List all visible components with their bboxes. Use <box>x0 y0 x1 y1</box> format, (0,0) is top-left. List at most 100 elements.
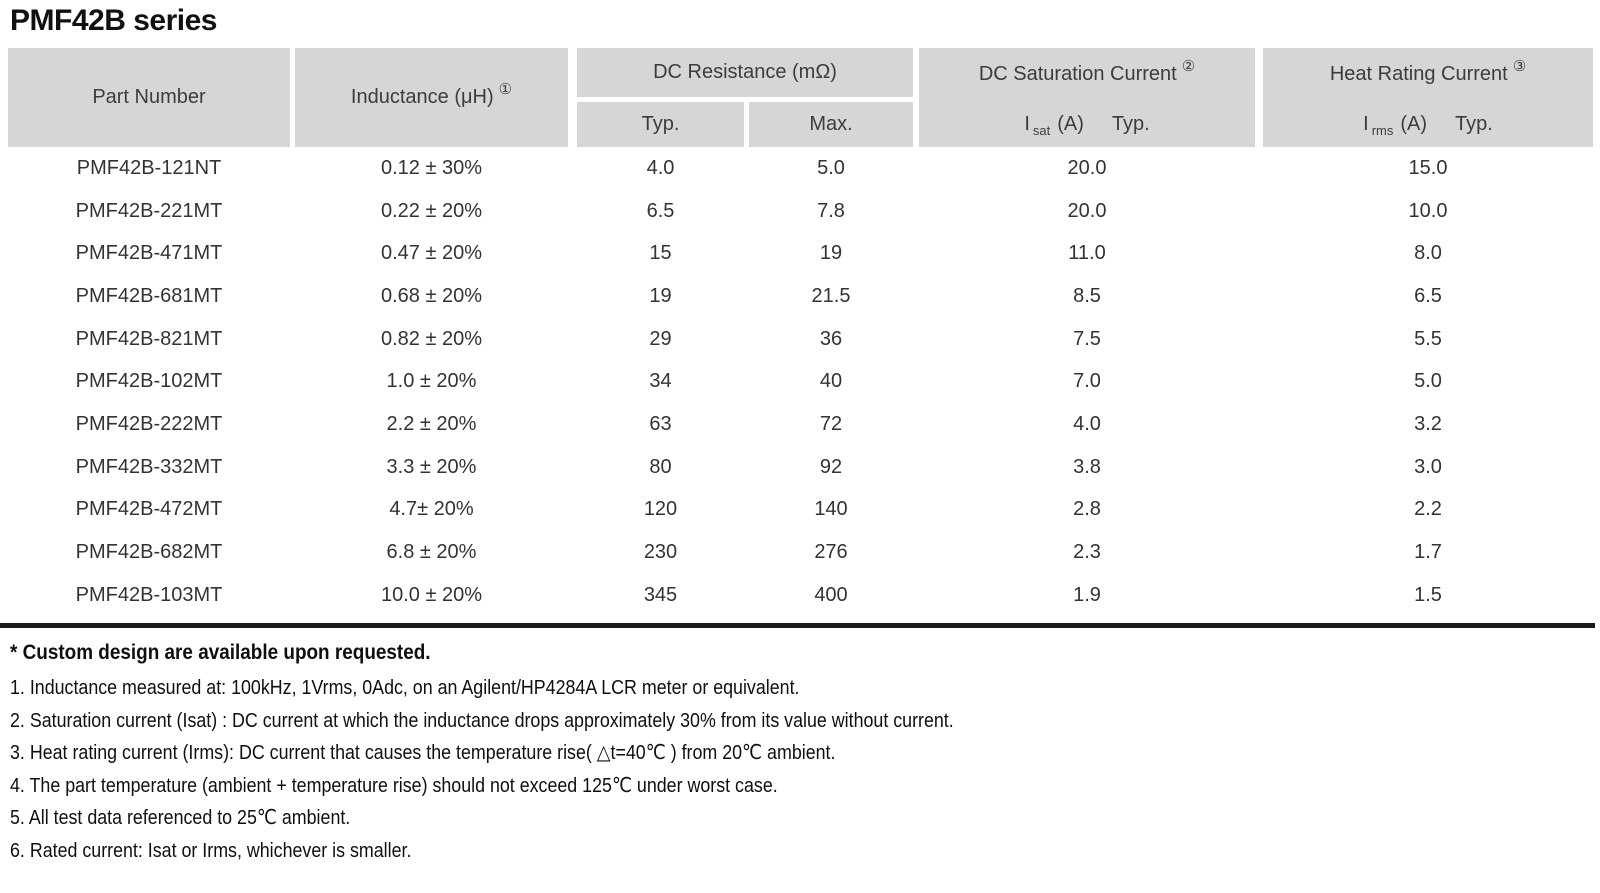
cell-inductance: 0.82 ± 20% <box>380 327 483 350</box>
footnote-ref-2: ② <box>1181 57 1196 75</box>
cell-irms: 15.0 <box>1408 156 1448 179</box>
cell-irms: 3.0 <box>1414 455 1442 478</box>
footnote-line: 1. Inductance measured at: 100kHz, 1Vrms… <box>10 676 800 699</box>
cell-isat: 7.0 <box>1073 370 1101 393</box>
header-heat-rating-label: Heat Rating Current <box>1329 63 1508 85</box>
cell-inductance: 0.68 ± 20% <box>380 284 483 307</box>
irms-qualifier: Typ. <box>1455 112 1493 135</box>
cell-dcr-typ: 29 <box>649 327 672 350</box>
cell-dcr-max: 36 <box>819 327 843 350</box>
footnote-line: 4. The part temperature (ambient + tempe… <box>10 773 778 797</box>
isat-subscript: sat <box>1032 122 1051 138</box>
footnote-line: 6. Rated current: Isat or Irms, whicheve… <box>10 838 412 862</box>
cell-dcr-max: 40 <box>819 370 843 393</box>
header-inductance-label: Inductance (μH) <box>350 86 494 108</box>
cell-isat: 4.0 <box>1073 412 1101 435</box>
irms-unit: (A) <box>1400 112 1428 135</box>
cell-inductance: 0.12 ± 30% <box>380 156 483 179</box>
cell-dcr-typ: 63 <box>649 412 672 435</box>
cell-dcr-typ: 15 <box>649 242 672 265</box>
cell-dcr-max: 21.5 <box>811 284 851 307</box>
cell-dcr-max: 5.0 <box>817 156 845 179</box>
footnote-line: 5. All test data referenced to 25℃ ambie… <box>10 806 351 830</box>
cell-isat: 1.9 <box>1073 583 1101 606</box>
cell-dcr-typ: 120 <box>643 498 678 521</box>
cell-dcr-max: 72 <box>819 412 843 435</box>
table-row: PMF42B-222MT 2.2 ± 20% 63 72 4.0 3.2 <box>8 403 1593 446</box>
cell-inductance: 4.7± 20% <box>389 498 474 521</box>
table-row: PMF42B-682MT 6.8 ± 20% 230 276 2.3 1.7 <box>8 531 1593 574</box>
cell-inductance: 10.0 ± 20% <box>380 583 483 606</box>
header-dc-resistance-label: DC Resistance (mΩ) <box>653 61 837 83</box>
cell-inductance: 0.47 ± 20% <box>380 242 483 265</box>
cell-irms: 8.0 <box>1414 242 1442 265</box>
header-dcr-max-label: Max. <box>809 113 853 135</box>
cell-dcr-typ: 19 <box>649 284 672 307</box>
cell-irms: 3.2 <box>1414 412 1442 435</box>
header-dc-saturation-title: DC Saturation Current ② <box>979 48 1195 101</box>
cell-dcr-max: 400 <box>814 583 848 606</box>
cell-dcr-typ: 6.5 <box>646 199 675 222</box>
isat-symbol: I <box>1024 112 1030 135</box>
cell-irms: 2.2 <box>1414 498 1442 521</box>
cell-part-number: PMF42B-472MT <box>75 498 223 521</box>
cell-irms: 5.0 <box>1414 370 1442 393</box>
table-row: PMF42B-332MT 3.3 ± 20% 80 92 3.8 3.0 <box>8 446 1593 489</box>
cell-dcr-max: 7.8 <box>817 199 845 222</box>
cell-isat: 8.5 <box>1073 284 1101 307</box>
header-dc-resistance: DC Resistance (mΩ) <box>577 48 913 97</box>
footnotes: 1. Inductance measured at: 100kHz, 1Vrms… <box>10 672 1095 868</box>
header-dcr-typ: Typ. <box>577 102 744 147</box>
cell-part-number: PMF42B-103MT <box>75 583 223 606</box>
cell-dcr-typ: 4.0 <box>646 156 675 179</box>
table-row: PMF42B-821MT 0.82 ± 20% 29 36 7.5 5.5 <box>8 318 1593 361</box>
isat-qualifier: Typ. <box>1111 112 1150 135</box>
custom-design-note: * Custom design are available upon reque… <box>10 640 431 664</box>
footnote-ref-1: ① <box>498 80 513 98</box>
cell-irms: 5.5 <box>1414 327 1442 350</box>
page-title: PMF42B series <box>10 4 217 37</box>
table-body: PMF42B-121NT 0.12 ± 30% 4.0 5.0 20.0 15.… <box>8 147 1593 617</box>
cell-part-number: PMF42B-681MT <box>75 284 223 307</box>
cell-part-number: PMF42B-682MT <box>75 541 223 564</box>
footnote-line: 2. Saturation current (Isat) : DC curren… <box>10 708 954 732</box>
table-row: PMF42B-471MT 0.47 ± 20% 15 19 11.0 8.0 <box>8 232 1593 275</box>
header-part-number: Part Number <box>8 48 290 147</box>
cell-part-number: PMF42B-821MT <box>75 327 223 350</box>
header-dc-saturation-label: DC Saturation Current <box>978 63 1177 85</box>
cell-isat: 3.8 <box>1073 455 1101 478</box>
cell-dcr-max: 276 <box>814 541 848 564</box>
cell-part-number: PMF42B-221MT <box>75 199 223 222</box>
cell-dcr-max: 140 <box>814 498 848 521</box>
table-row: PMF42B-103MT 10.0 ± 20% 345 400 1.9 1.5 <box>8 574 1593 617</box>
cell-irms: 6.5 <box>1414 284 1442 307</box>
cell-part-number: PMF42B-222MT <box>75 412 223 435</box>
header-part-number-label: Part Number <box>92 86 206 108</box>
cell-dcr-typ: 230 <box>643 541 678 564</box>
cell-isat: 20.0 <box>1067 199 1107 222</box>
cell-isat: 11.0 <box>1068 242 1106 265</box>
isat-unit: (A) <box>1057 112 1084 135</box>
table-header: Part Number Inductance (μH) ① DC Resistan… <box>8 48 1593 147</box>
bottom-rule <box>0 623 1595 628</box>
table-row: PMF42B-102MT 1.0 ± 20% 34 40 7.0 5.0 <box>8 360 1593 403</box>
spec-table: Part Number Inductance (μH) ① DC Resistan… <box>8 48 1593 617</box>
cell-isat: 2.3 <box>1073 541 1101 564</box>
cell-inductance: 6.8 ± 20% <box>386 541 477 564</box>
cell-inductance: 2.2 ± 20% <box>386 412 477 435</box>
cell-inductance: 1.0 ± 20% <box>386 370 477 393</box>
irms-symbol: I <box>1363 112 1369 135</box>
cell-dcr-typ: 80 <box>649 455 672 478</box>
header-dcr-typ-label: Typ. <box>641 113 680 135</box>
cell-isat: 20.0 <box>1067 156 1107 179</box>
footnote-line: 3. Heat rating current (Irms): DC curren… <box>10 741 836 765</box>
cell-isat: 7.5 <box>1073 327 1101 350</box>
cell-dcr-max: 19 <box>819 242 843 265</box>
irms-subscript: rms <box>1371 122 1394 138</box>
header-inductance: Inductance (μH) ① <box>295 48 568 147</box>
